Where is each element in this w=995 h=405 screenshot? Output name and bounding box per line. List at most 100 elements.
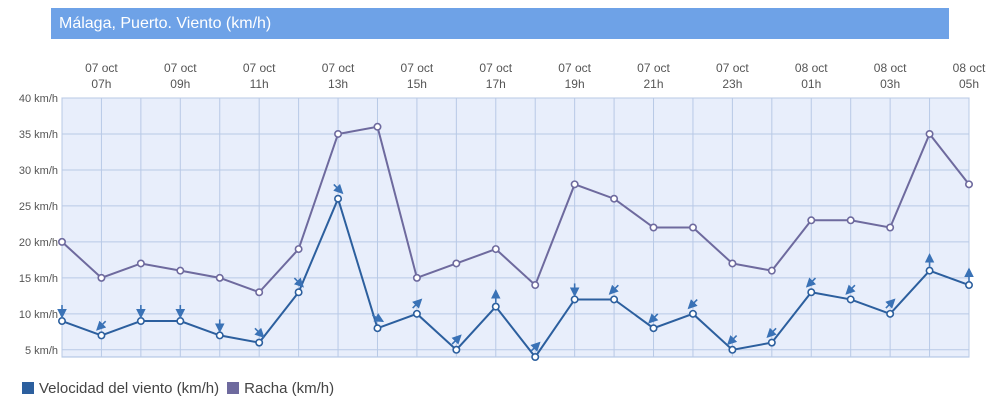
x-tick-date: 08 oct	[953, 61, 986, 75]
y-tick-label: 40 km/h	[19, 93, 58, 105]
point-velocidad	[373, 324, 382, 333]
point-racha	[925, 129, 934, 138]
x-tick-hour: 19h	[565, 77, 585, 91]
point-racha	[294, 245, 303, 254]
wind-arrow-icon	[293, 277, 304, 288]
point-velocidad	[531, 352, 540, 361]
legend-item-racha[interactable]: Racha (km/h)	[227, 380, 334, 397]
point-racha	[767, 266, 776, 275]
x-tick-hour: 07h	[91, 77, 111, 91]
legend-label-velocidad: Velocidad del viento (km/h)	[39, 379, 220, 397]
point-racha	[964, 180, 973, 189]
wind-arrow-icon	[805, 277, 817, 288]
series	[57, 122, 973, 361]
point-velocidad	[925, 266, 934, 275]
point-velocidad	[886, 309, 895, 318]
point-racha	[452, 259, 461, 268]
x-tick-hour: 17h	[486, 77, 506, 91]
wind-arrow-icon	[845, 284, 856, 295]
point-velocidad	[610, 295, 619, 304]
point-velocidad	[97, 331, 106, 340]
x-tick-date: 08 oct	[795, 61, 828, 75]
point-racha	[491, 245, 500, 254]
wind-arrow-icon	[412, 298, 423, 309]
y-tick-label: 5 km/h	[25, 345, 58, 357]
point-velocidad	[964, 281, 973, 290]
point-velocidad	[728, 345, 737, 354]
point-velocidad	[136, 317, 145, 326]
point-velocidad	[255, 338, 264, 347]
point-racha	[688, 223, 697, 232]
y-tick-label: 30 km/h	[19, 165, 58, 177]
y-tick-label: 20 km/h	[19, 237, 58, 249]
point-velocidad	[767, 338, 776, 347]
wind-arrow-icon	[371, 313, 385, 323]
chart-title: Málaga, Puerto. Viento (km/h)	[51, 8, 949, 39]
x-tick-hour: 23h	[722, 77, 742, 91]
x-tick-hour: 03h	[880, 77, 900, 91]
x-tick-hour: 15h	[407, 77, 427, 91]
wind-arrow-icon	[254, 327, 265, 338]
legend-label-racha: Racha (km/h)	[244, 379, 335, 397]
wind-arrow-icon	[530, 341, 541, 352]
x-tick-date: 07 oct	[401, 61, 434, 75]
point-racha	[255, 288, 264, 297]
x-tick-date: 08 oct	[874, 61, 907, 75]
wind-direction-arrows	[57, 183, 974, 352]
wind-arrow-icon	[648, 313, 659, 324]
point-velocidad	[491, 302, 500, 311]
point-racha	[373, 122, 382, 131]
legend-swatch-racha	[227, 382, 240, 394]
x-tick-date: 07 oct	[322, 61, 355, 75]
axes: 5 km/h 10 km/h 15 km/h 20 km/h 25 km/h 30 km/…	[19, 61, 986, 357]
point-velocidad	[294, 288, 303, 297]
point-velocidad	[649, 324, 658, 333]
point-racha	[728, 259, 737, 268]
series-line-racha	[61, 125, 970, 294]
x-tick-hour: 21h	[644, 77, 664, 91]
wind-arrow-icon	[687, 299, 698, 310]
x-tick-date: 07 oct	[243, 61, 276, 75]
y-tick-label: 25 km/h	[19, 201, 58, 213]
point-racha	[610, 194, 619, 203]
point-velocidad	[334, 194, 343, 203]
point-velocidad	[807, 288, 816, 297]
point-velocidad	[412, 309, 421, 318]
point-racha	[136, 259, 145, 268]
y-tick-label: 10 km/h	[19, 309, 58, 321]
point-racha	[531, 281, 540, 290]
x-tick-date: 07 oct	[479, 61, 512, 75]
wind-arrow-icon	[451, 334, 462, 345]
x-tick-date: 07 oct	[85, 61, 118, 75]
series-line-velocidad	[61, 195, 970, 359]
y-tick-label: 35 km/h	[19, 129, 58, 141]
point-racha	[570, 180, 579, 189]
x-tick-hour: 13h	[328, 77, 348, 91]
wind-arrow-icon	[727, 334, 738, 346]
point-velocidad	[846, 295, 855, 304]
x-tick-hour: 01h	[801, 77, 821, 91]
point-racha	[412, 273, 421, 282]
point-velocidad	[570, 295, 579, 304]
point-racha	[807, 216, 816, 225]
x-tick-date: 07 oct	[716, 61, 749, 75]
point-velocidad	[57, 317, 66, 326]
wind-arrow-icon	[885, 298, 896, 309]
wind-arrow-icon	[333, 183, 344, 195]
point-racha	[215, 273, 224, 282]
point-racha	[649, 223, 658, 232]
wind-arrow-icon	[608, 284, 619, 295]
plot-area	[61, 97, 970, 358]
point-racha	[846, 216, 855, 225]
point-velocidad	[688, 309, 697, 318]
legend-item-velocidad[interactable]: Velocidad del viento (km/h)	[22, 380, 219, 397]
point-velocidad	[176, 317, 185, 326]
point-racha	[176, 266, 185, 275]
x-tick-hour: 09h	[170, 77, 190, 91]
point-racha	[97, 273, 106, 282]
wind-arrow-icon	[96, 320, 107, 331]
y-tick-label: 15 km/h	[19, 273, 58, 285]
point-racha	[334, 129, 343, 138]
wind-arrow-icon	[766, 327, 777, 338]
